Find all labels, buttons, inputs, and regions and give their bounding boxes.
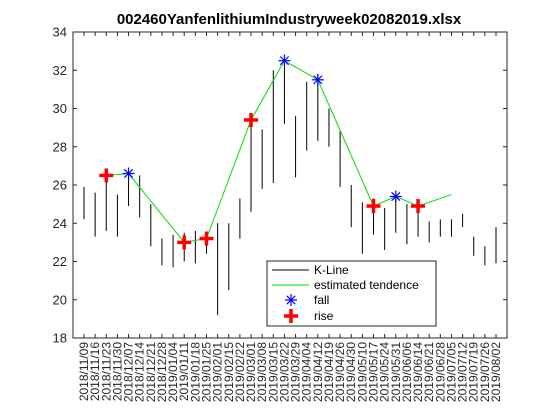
x-tick-label: 2018/11/23 [99,342,113,401]
x-tick-label: 2018/11/16 [88,342,102,401]
rise-markers [99,112,426,250]
x-tick-label: 2019/02/15 [222,342,236,402]
legend-fall-swatch [285,294,297,306]
x-tick-label: 2019/06/21 [422,342,436,402]
x-tick-label: 2019/02/01 [211,342,225,402]
fall-marker-d2 [313,75,323,85]
y-tick-label: 30 [53,101,67,116]
x-tick-label: 2019/06/28 [433,342,447,402]
x-tick-label: 2019/03/01 [244,342,258,402]
x-axis-ticks: 2018/11/092018/11/162018/11/232018/11/30… [77,32,503,402]
x-tick-label: 2019/06/14 [411,342,425,402]
y-tick-label: 24 [53,216,67,231]
x-tick-label: 2019/04/26 [333,342,347,402]
x-tick-label: 2019/01/25 [199,342,213,402]
x-tick-label: 2019/02/22 [233,342,247,402]
y-tick-label: 22 [53,254,67,269]
x-tick-label: 2018/12/28 [155,342,169,402]
fall-marker-d2 [279,56,290,66]
fall-marker [389,190,402,203]
y-tick-label: 34 [53,25,67,40]
x-tick-label: 2018/11/09 [77,342,91,401]
legend-entry-fall: fall [314,293,329,307]
x-tick-label: 2018/12/14 [133,342,147,402]
rise-marker [411,199,426,214]
x-tick-label: 2019/05/10 [355,342,369,402]
x-tick-label: 2018/12/07 [122,342,136,402]
y-tick-label: 32 [53,63,67,78]
x-tick-label: 2019/04/19 [322,342,336,402]
x-tick-label: 2019/07/26 [478,342,492,402]
rise-marker [244,112,259,127]
legend-entry-rise: rise [314,309,334,323]
chart-title: 002460YanfenlithiumIndustryweek02082019.… [117,11,462,28]
plot-frame [72,31,508,339]
fall-marker [278,54,291,67]
x-tick-label: 2019/03/08 [255,342,269,402]
y-tick-label: 26 [53,178,67,193]
x-tick-label: 2019/04/12 [311,342,325,402]
x-tick-label: 2019/03/15 [266,342,280,402]
x-tick-label: 2018/11/30 [110,342,124,401]
x-tick-label: 2019/05/31 [389,342,403,402]
y-axis-ticks: 18 20 22 24 26 28 30 32 34 [53,25,507,346]
x-tick-label: 2019/07/05 [444,342,458,402]
fall-markers [122,54,402,203]
y-tick-label: 20 [53,292,67,307]
rise-marker [177,235,192,250]
fall-marker [311,73,324,86]
x-tick-label: 2019/05/24 [378,342,392,402]
x-tick-label: 2019/06/06 [400,342,414,402]
x-tick-label: 2018/12/21 [144,342,158,402]
y-tick-label: 28 [53,139,67,154]
x-tick-label: 2019/03/22 [277,342,291,402]
x-tick-label: 2019/03/29 [289,342,303,402]
k-line-series [83,64,497,316]
legend-rise-swatch [284,309,298,323]
fall-marker-d2 [123,168,134,179]
x-tick-label: 2019/04/04 [300,342,314,402]
rise-marker [366,199,381,214]
x-tick-label: 2019/07/19 [467,342,481,402]
x-tick-label: 2019/07/12 [456,342,470,402]
rise-marker [199,231,214,246]
x-tick-label: 2019/04/30 [344,342,358,402]
legend-entry-kline: K-Line [314,263,349,277]
x-tick-label: 2019/05/17 [367,342,381,402]
rise-marker [99,168,114,183]
legend-entry-estimated-tendence: estimated tendence [314,278,419,292]
x-tick-label: 2019/01/11 [177,342,191,401]
fall-marker [122,167,135,180]
x-tick-label: 2019/01/18 [188,342,202,402]
fall-marker-d2 [391,191,401,202]
y-tick-label: 18 [53,331,67,346]
x-tick-label: 2019/01/04 [166,342,180,402]
x-tick-label: 2019/08/02 [489,342,503,402]
legend: K-Line estimated tendence fall rise [266,260,437,327]
